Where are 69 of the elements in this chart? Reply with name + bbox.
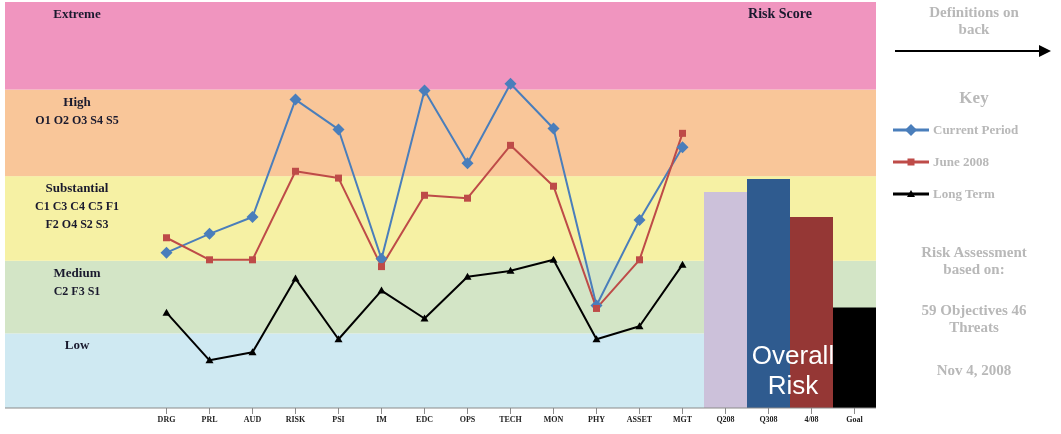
point <box>418 84 431 97</box>
point <box>679 129 686 137</box>
point <box>504 77 517 90</box>
point <box>335 174 342 182</box>
point <box>421 191 428 199</box>
point <box>249 256 256 264</box>
point <box>334 335 343 343</box>
bar <box>704 192 747 408</box>
point <box>332 123 345 136</box>
point <box>676 141 689 154</box>
annotation: Overall Risk <box>750 340 836 400</box>
x-tick-label: PRL <box>201 414 218 424</box>
point <box>289 93 302 106</box>
point <box>593 304 600 312</box>
text: Risk Assessment based on: <box>920 244 1028 278</box>
point <box>162 308 171 316</box>
x-tick-label: OPS <box>459 414 476 424</box>
point <box>507 141 514 149</box>
text: Definitions on back <box>928 4 1020 38</box>
point <box>203 227 216 240</box>
band-label: Extreme <box>53 6 101 21</box>
bar <box>833 307 876 408</box>
text: 59 Objectives 46 Threats <box>920 302 1028 336</box>
x-tick-label: Q308 <box>759 414 778 424</box>
x-tick-label: RISK <box>285 414 307 424</box>
band-label: Substantial C1 C3 C4 C5 F1 F2 O4 S2 S3 <box>35 180 119 232</box>
text: Risk Score <box>747 6 813 22</box>
point <box>464 194 471 202</box>
point <box>506 266 515 274</box>
text: Nov 4, 2008 <box>935 362 1013 379</box>
point <box>461 157 474 170</box>
legend-label: June 2008 <box>933 154 989 170</box>
legend-label: Long Term <box>933 186 995 202</box>
point <box>375 252 388 265</box>
point <box>463 272 472 280</box>
point <box>246 211 259 223</box>
x-tick-label: DRG <box>157 414 176 424</box>
x-tick-label: TECH <box>499 414 523 424</box>
point <box>678 260 687 268</box>
point <box>550 182 557 190</box>
point <box>160 246 173 259</box>
band-label: High O1 O2 O3 S4 S5 <box>35 93 119 127</box>
point <box>377 286 386 294</box>
point <box>248 348 257 356</box>
point <box>291 274 300 282</box>
x-tick-label: AUD <box>243 414 262 424</box>
x-tick-label: 4/08 <box>804 414 819 424</box>
point <box>163 234 170 242</box>
point <box>547 122 560 135</box>
x-tick-label: Goal <box>846 414 864 424</box>
band-label: Low <box>64 337 90 353</box>
legend-label: Current Period <box>933 122 1019 138</box>
band-label: Medium C2 F3 S1 <box>53 264 101 298</box>
point <box>549 255 558 263</box>
x-tick-label: MGT <box>672 414 693 424</box>
x-tick-label: PSI <box>332 414 345 424</box>
x-tick-label: PHY <box>588 414 606 424</box>
x-tick-label: MON <box>543 414 564 424</box>
point <box>636 256 643 264</box>
point <box>592 335 601 343</box>
x-tick-label: IM <box>376 414 388 424</box>
point <box>292 167 299 175</box>
legend-title: Key <box>958 88 990 108</box>
x-tick-label: Q208 <box>716 414 735 424</box>
point <box>378 263 385 271</box>
point <box>206 256 213 264</box>
x-tick-label: EDC <box>416 414 434 424</box>
x-tick-label: ASSET <box>626 414 653 424</box>
point <box>633 213 646 226</box>
